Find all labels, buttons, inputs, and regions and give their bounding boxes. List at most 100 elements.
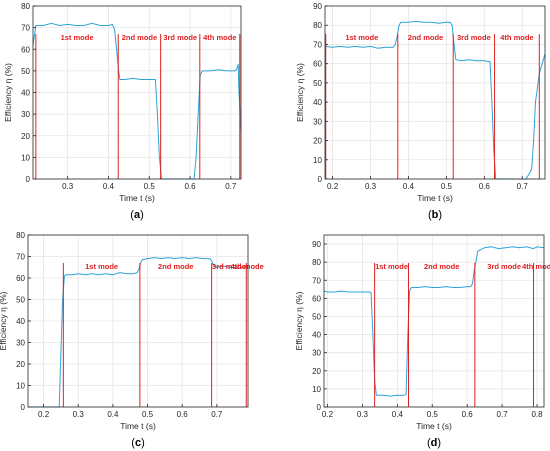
mode-label: 1st mode: [345, 33, 378, 42]
y-axis-label: Efficiency η (%): [0, 291, 8, 350]
y-tick-label: 70: [16, 253, 25, 262]
x-tick-label: 0.7: [517, 182, 529, 191]
x-axis-label: Time t (s): [417, 193, 453, 203]
y-tick-label: 50: [312, 312, 321, 321]
plot-area: [324, 235, 544, 407]
y-tick-label: 20: [313, 137, 322, 146]
x-tick-label: 0.3: [73, 410, 85, 419]
x-tick-label: 0.2: [327, 182, 339, 191]
x-tick-label: 0.8: [531, 410, 543, 419]
y-tick-label: 80: [16, 231, 25, 240]
panel-label: (b): [428, 209, 442, 221]
y-tick-label: 70: [313, 40, 322, 49]
plot-area: [325, 6, 545, 179]
axes-frame: [324, 5, 546, 180]
x-tick-label: 0.3: [62, 182, 74, 191]
x-tick-label: 0.6: [177, 410, 189, 419]
x-tick-label: 0.6: [184, 182, 196, 191]
y-tick-label: 80: [312, 258, 321, 267]
y-tick-label: 10: [21, 153, 30, 162]
mode-label: 3rd mode: [487, 262, 521, 271]
y-tick-label: 60: [21, 45, 30, 54]
y-tick-label: 50: [313, 79, 322, 88]
x-tick-label: 0.4: [392, 410, 404, 419]
x-tick-label: 0.7: [225, 182, 237, 191]
panel-label: (c): [131, 437, 144, 449]
y-tick-label: 0: [317, 403, 322, 412]
x-tick-label: 0.2: [38, 410, 50, 419]
x-tick-label: 0.6: [462, 410, 474, 419]
y-tick-label: 60: [312, 294, 321, 303]
mode-label: 4th mode: [203, 33, 236, 42]
axes-frame: [323, 234, 545, 408]
y-tick-label: 60: [16, 274, 25, 283]
x-axis-label: Time t (s): [119, 193, 155, 203]
x-tick-label: 0.3: [357, 410, 369, 419]
y-axis-label: Efficiency η (%): [294, 291, 304, 350]
x-axis-label: Time t (s): [120, 421, 156, 431]
panel-label: (d): [427, 437, 441, 449]
x-tick-label: 0.4: [403, 182, 415, 191]
y-tick-label: 40: [313, 98, 322, 107]
mode-label: 4th mode: [230, 262, 263, 271]
x-tick-label: 0.5: [441, 182, 453, 191]
y-tick-label: 20: [16, 360, 25, 369]
y-tick-label: 0: [21, 403, 26, 412]
y-tick-label: 20: [21, 132, 30, 141]
x-tick-label: 0.2: [322, 410, 334, 419]
x-tick-label: 0.5: [427, 410, 439, 419]
y-tick-label: 10: [312, 385, 321, 394]
y-axis-label: Efficiency η (%): [3, 63, 13, 122]
x-axis-label: Time t (s): [416, 421, 452, 431]
y-tick-label: 70: [312, 276, 321, 285]
y-tick-label: 10: [16, 382, 25, 391]
mode-label: 1st mode: [61, 33, 94, 42]
y-tick-label: 0: [318, 175, 323, 184]
efficiency-curve: [32, 22, 242, 180]
y-tick-label: 90: [312, 240, 321, 249]
panel-label: (a): [130, 209, 143, 221]
mode-label: 2nd mode: [408, 33, 443, 42]
efficiency-curve: [323, 246, 545, 397]
mode-label: 1st mode: [375, 262, 408, 271]
efficiency-curve: [28, 257, 249, 408]
chart-panel-a: 1st mode 2nd mode 3rd mode 4th mode 0.3 0.4 0.…: [3, 2, 242, 221]
y-tick-label: 50: [16, 296, 25, 305]
y-tick-label: 30: [312, 349, 321, 358]
y-tick-label: 60: [313, 60, 322, 69]
mode-label: 4th mode: [500, 33, 533, 42]
y-tick-label: 10: [313, 156, 322, 165]
y-tick-label: 80: [21, 2, 30, 11]
chart-panel-b: 1st mode 2nd mode 3rd mode 4th mode 0.2 0.3 0.…: [295, 2, 546, 221]
y-tick-label: 20: [312, 367, 321, 376]
x-tick-label: 0.7: [497, 410, 509, 419]
y-tick-label: 40: [16, 317, 25, 326]
mode-label: 3rd mode: [163, 33, 197, 42]
y-tick-label: 50: [21, 67, 30, 76]
mode-label: 3rd mode: [457, 33, 491, 42]
mode-label: 2nd mode: [122, 33, 157, 42]
y-tick-label: 70: [21, 24, 30, 33]
y-axis-label: Efficiency η (%): [295, 63, 305, 122]
x-tick-label: 0.5: [142, 410, 154, 419]
mode-label: 2nd mode: [424, 262, 459, 271]
y-tick-label: 0: [26, 175, 31, 184]
mode-label: 4th mode: [522, 262, 550, 271]
y-tick-label: 40: [312, 331, 321, 340]
y-tick-label: 30: [21, 110, 30, 119]
x-tick-label: 0.4: [103, 182, 115, 191]
x-tick-label: 0.3: [365, 182, 377, 191]
y-tick-label: 80: [313, 21, 322, 30]
y-tick-label: 30: [16, 339, 25, 348]
mode-label: 3rd mode: [212, 262, 246, 271]
mode-label: 1st mode: [85, 262, 118, 271]
x-tick-label: 0.7: [211, 410, 223, 419]
x-tick-label: 0.5: [144, 182, 156, 191]
y-tick-label: 90: [313, 2, 322, 11]
x-tick-label: 0.6: [479, 182, 491, 191]
y-tick-label: 40: [21, 89, 30, 98]
y-tick-label: 30: [313, 117, 322, 126]
x-tick-label: 0.4: [107, 410, 119, 419]
